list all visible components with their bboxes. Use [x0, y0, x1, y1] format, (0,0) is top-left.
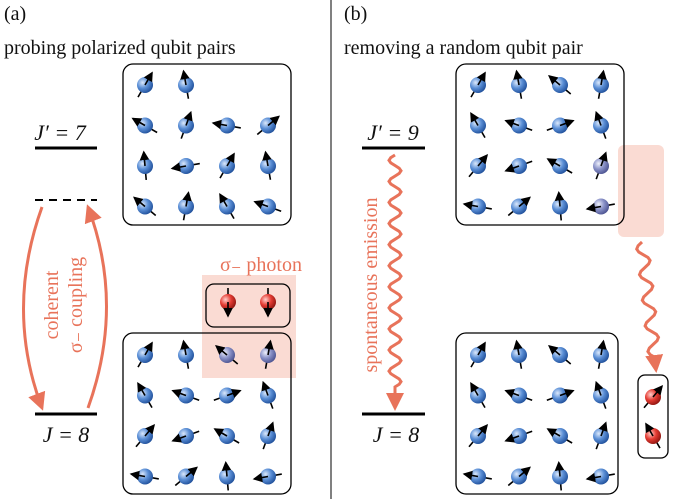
panel-title: removing a random qubit pair [344, 37, 583, 59]
photon-label: σ₋ photon [220, 254, 302, 276]
spin-head [504, 163, 520, 173]
coupling-arrow [84, 204, 108, 409]
spin-head [518, 466, 531, 478]
level-label: J = 8 [373, 422, 420, 447]
spin-head [265, 421, 275, 437]
spin-head [470, 381, 480, 396]
spin-head [546, 428, 561, 438]
spin-head [262, 150, 272, 167]
lattice-box [455, 63, 625, 226]
spin-head [137, 381, 147, 396]
spin-head [143, 71, 153, 86]
highlight [618, 145, 664, 237]
spin-head [645, 422, 655, 437]
spin-head [546, 158, 561, 168]
spin-head [504, 433, 520, 443]
spin-head [598, 421, 608, 437]
spin-head [182, 191, 192, 207]
level-label: J′ = 7 [34, 120, 86, 145]
spin-head [267, 115, 280, 127]
spin-head [513, 69, 523, 86]
spin-head [597, 69, 607, 86]
spin-head [180, 69, 190, 86]
spin-head [559, 118, 575, 128]
spin-head [253, 199, 269, 209]
photon-box [205, 283, 291, 328]
spin-head [129, 470, 146, 481]
spin-head [221, 460, 232, 477]
coupling-label: coherent [41, 270, 63, 339]
spin-head [185, 466, 198, 478]
spin-head [597, 339, 607, 356]
level-label: J = 8 [43, 422, 90, 447]
spin-head [180, 339, 190, 356]
spin-head [548, 344, 561, 356]
spin-head [131, 117, 146, 127]
emission-label: spontaneous emission [360, 198, 382, 373]
spin-head [594, 380, 604, 396]
spin-head [513, 339, 523, 356]
spin-head [225, 152, 235, 167]
spin-head [462, 200, 479, 211]
spin-head [594, 110, 604, 126]
spin-head [462, 470, 479, 481]
lattice-box [122, 332, 292, 495]
spin-head [133, 196, 146, 208]
spin-head [219, 192, 229, 207]
spin-head [183, 110, 193, 126]
panel-label: (a) [4, 3, 26, 25]
spin-head [652, 385, 664, 398]
spin-head [504, 388, 520, 398]
spin-head [144, 424, 156, 437]
spin-head [559, 388, 575, 398]
spin-head [215, 344, 228, 356]
spin-head [548, 74, 561, 86]
coupling-arrow [22, 206, 46, 411]
spin-head [554, 460, 565, 477]
panel-title: probing polarized qubit pairs [4, 37, 236, 59]
spin-head [477, 154, 489, 167]
lattice-box [455, 332, 619, 495]
spin-head [585, 472, 602, 483]
spin-head [139, 150, 150, 167]
spin-head [143, 341, 153, 356]
spin-head [211, 119, 228, 130]
lattice-box [122, 63, 292, 226]
emission-arrow [386, 153, 404, 411]
panel-label: (b) [344, 3, 367, 25]
spin-head [470, 111, 480, 126]
spin-head [264, 339, 274, 356]
spin-head [477, 424, 489, 437]
removed-box [637, 374, 669, 459]
spin-head [226, 388, 242, 398]
spin-head [476, 341, 486, 356]
spin-head [518, 196, 531, 208]
spin-head [261, 380, 271, 396]
coupling-label: σ₋ coupling [65, 257, 87, 353]
level-label: J′ = 9 [367, 120, 418, 145]
spin-head [171, 433, 187, 443]
spin-head [170, 162, 187, 172]
spin-head [213, 428, 228, 438]
spin-head [504, 118, 520, 128]
spin-head [252, 472, 269, 483]
spin-head [171, 388, 187, 398]
emission-arrow [635, 240, 664, 373]
spin-head [476, 71, 486, 86]
spin-head [585, 202, 602, 213]
spin-head [598, 151, 608, 167]
spin-head [554, 190, 565, 207]
